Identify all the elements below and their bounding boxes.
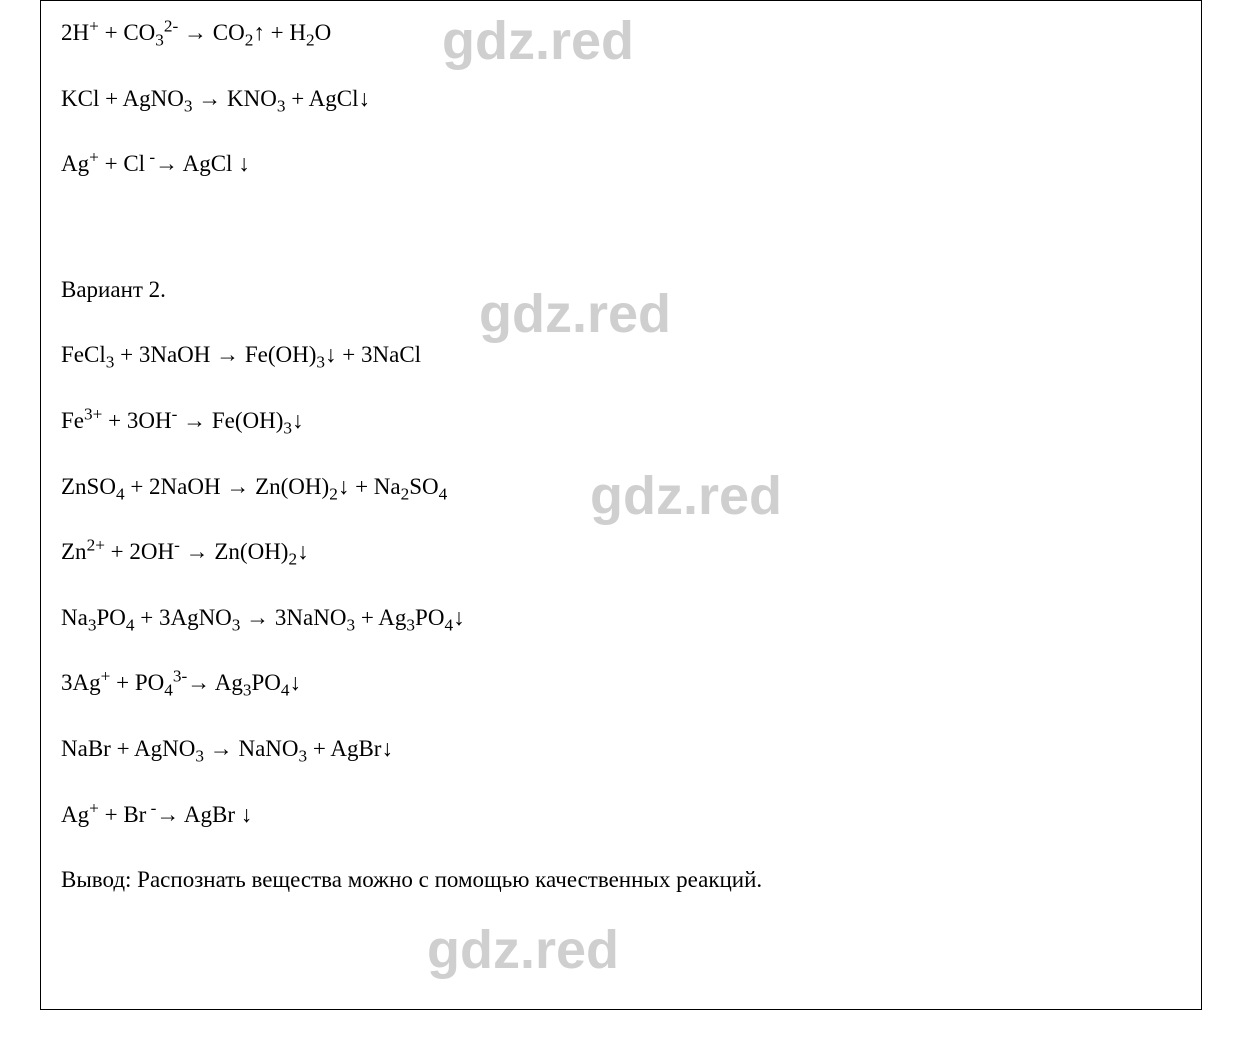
equation-line: 3Ag+ + PO43-→ Ag3PO4↓ bbox=[61, 669, 1181, 697]
equation-line: FeCl3 + 3NaOH → Fe(OH)3↓ + 3NaCl bbox=[61, 341, 1181, 369]
equation-line: Na3PO4 + 3AgNO3 → 3NaNO3 + Ag3PO4↓ bbox=[61, 604, 1181, 632]
equation-line: Zn2+ + 2OH- → Zn(OH)2↓ bbox=[61, 538, 1181, 566]
equation-line: ZnSO4 + 2NaOH → Zn(OH)2↓ + Na2SO4 bbox=[61, 473, 1181, 501]
equation-line: Ag+ + Cl -→ AgCl ↓ bbox=[61, 150, 1181, 178]
equation-line: Ag+ + Br -→ AgBr ↓ bbox=[61, 801, 1181, 829]
variant-heading: Вариант 2. bbox=[61, 276, 1181, 304]
section-gap bbox=[61, 216, 1181, 276]
conclusion-line: Вывод: Распознать вещества можно с помощ… bbox=[61, 866, 1181, 894]
equation-line: NaBr + AgNO3 → NaNO3 + AgBr↓ bbox=[61, 735, 1181, 763]
equation-line: 2H+ + CO32- → CO2↑ + H2O bbox=[61, 19, 1181, 47]
equation-line: Fe3+ + 3OH- → Fe(OH)3↓ bbox=[61, 407, 1181, 435]
equation-line: KCl + AgNO3 → KNO3 + AgCl↓ bbox=[61, 85, 1181, 113]
content-frame: 2H+ + CO32- → CO2↑ + H2O KCl + AgNO3 → K… bbox=[40, 0, 1202, 1010]
